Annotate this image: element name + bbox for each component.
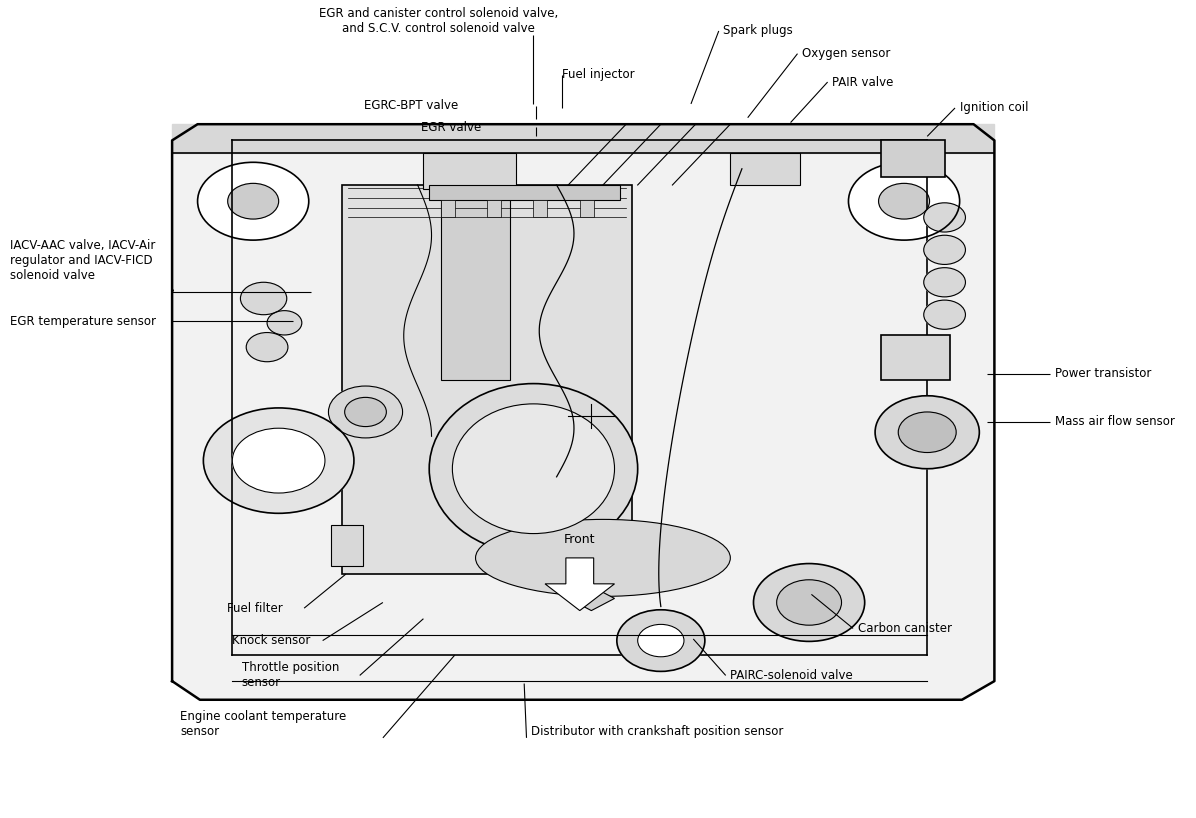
- Text: PAIRC-solenoid valve: PAIRC-solenoid valve: [731, 669, 853, 682]
- Bar: [441, 200, 454, 218]
- Circle shape: [344, 398, 386, 426]
- Text: PAIR valve: PAIR valve: [832, 75, 893, 88]
- Bar: [441, 185, 511, 380]
- Circle shape: [879, 183, 929, 219]
- Circle shape: [246, 333, 288, 362]
- Text: Fuel filter: Fuel filter: [226, 602, 282, 614]
- Text: EGR and canister control solenoid valve,
and S.C.V. control solenoid valve: EGR and canister control solenoid valve,…: [319, 7, 559, 35]
- Ellipse shape: [429, 384, 637, 554]
- Text: Ignition coil: Ignition coil: [959, 101, 1029, 115]
- Bar: [487, 200, 501, 218]
- Bar: [580, 200, 593, 218]
- Text: Distributor with crankshaft position sensor: Distributor with crankshaft position sen…: [531, 725, 783, 738]
- Circle shape: [329, 386, 403, 438]
- Circle shape: [848, 162, 959, 240]
- Text: Power transistor: Power transistor: [1055, 367, 1151, 380]
- Text: Front: Front: [565, 533, 596, 546]
- Bar: [429, 185, 621, 200]
- Circle shape: [923, 236, 965, 264]
- Text: Mass air flow sensor: Mass air flow sensor: [1055, 416, 1174, 428]
- Circle shape: [203, 408, 354, 514]
- Polygon shape: [568, 587, 615, 610]
- Circle shape: [197, 162, 309, 240]
- Circle shape: [240, 282, 287, 315]
- Polygon shape: [172, 124, 994, 153]
- Text: Fuel injector: Fuel injector: [562, 68, 635, 81]
- Text: EGR temperature sensor: EGR temperature sensor: [10, 315, 155, 328]
- Circle shape: [227, 183, 279, 219]
- Circle shape: [923, 267, 965, 297]
- Polygon shape: [172, 124, 994, 699]
- Circle shape: [923, 203, 965, 232]
- Bar: [331, 525, 364, 566]
- Text: Engine coolant temperature
sensor: Engine coolant temperature sensor: [181, 710, 347, 738]
- Circle shape: [923, 300, 965, 330]
- Circle shape: [753, 564, 865, 641]
- Text: EGRC-BPT valve: EGRC-BPT valve: [364, 99, 458, 112]
- Polygon shape: [545, 558, 615, 610]
- Bar: [423, 153, 517, 189]
- Bar: [881, 335, 951, 380]
- Text: EGR valve: EGR valve: [421, 121, 481, 134]
- Bar: [881, 141, 945, 177]
- Circle shape: [776, 580, 842, 625]
- Ellipse shape: [452, 404, 615, 533]
- Text: Carbon canister: Carbon canister: [858, 622, 952, 635]
- Circle shape: [232, 428, 325, 493]
- Circle shape: [637, 624, 684, 657]
- Circle shape: [898, 412, 956, 452]
- FancyBboxPatch shape: [342, 185, 631, 574]
- Circle shape: [875, 396, 980, 469]
- Text: Oxygen sensor: Oxygen sensor: [803, 47, 891, 61]
- Text: Knock sensor: Knock sensor: [232, 634, 311, 647]
- Text: IACV-AAC valve, IACV-Air
regulator and IACV-FICD
solenoid valve: IACV-AAC valve, IACV-Air regulator and I…: [10, 240, 155, 282]
- Text: Spark plugs: Spark plugs: [724, 25, 793, 38]
- Bar: [533, 200, 548, 218]
- Circle shape: [267, 311, 301, 335]
- Ellipse shape: [476, 519, 731, 596]
- Circle shape: [617, 609, 704, 672]
- Text: Throttle position
sensor: Throttle position sensor: [242, 662, 338, 690]
- Bar: [731, 153, 800, 185]
